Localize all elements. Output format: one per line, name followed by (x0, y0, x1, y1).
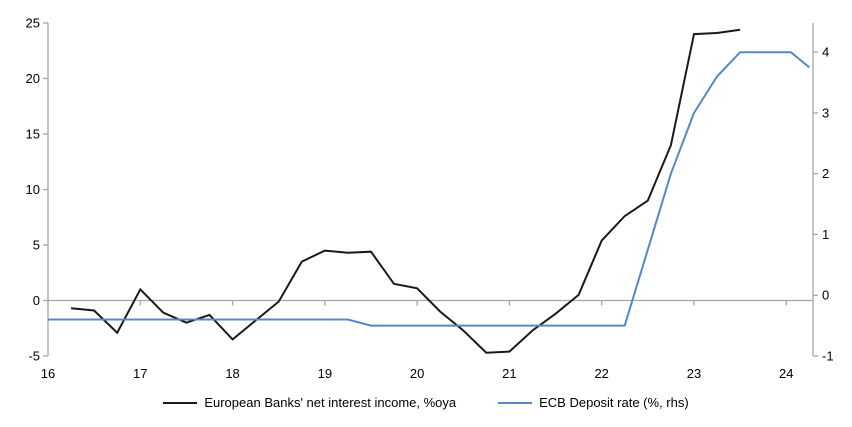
left-tick-label: 10 (26, 182, 40, 197)
right-tick-label: 4 (822, 45, 829, 60)
nii-line-swatch (163, 401, 198, 404)
x-tick-label: 17 (133, 366, 147, 381)
x-tick-label: 24 (779, 366, 793, 381)
x-tick-label: 18 (225, 366, 239, 381)
right-axis: 4 3 2 1 0 -1 (812, 23, 834, 364)
left-tick-label: 0 (33, 293, 40, 308)
chart-legend: European Banks' net interest income, %oy… (0, 395, 852, 410)
left-axis: 25 20 15 10 5 0 -5 (26, 16, 49, 364)
left-tick-label: -5 (28, 349, 40, 364)
x-axis: 16 17 18 19 20 21 22 23 24 (41, 299, 813, 381)
x-tick-label: 21 (502, 366, 516, 381)
right-tick-label: 2 (822, 166, 829, 181)
left-tick-label: 5 (33, 238, 40, 253)
x-tick-label: 23 (687, 366, 701, 381)
ecb-line-swatch (498, 401, 533, 404)
right-tick-label: 0 (822, 288, 829, 303)
nii-legend-label: European Banks' net interest income, %oy… (204, 395, 457, 410)
left-tick-label: 25 (26, 16, 40, 31)
ecb-series-line (48, 51, 810, 327)
legend-item-ecb: ECB Deposit rate (%, rhs) (498, 395, 689, 410)
x-tick-label: 19 (318, 366, 332, 381)
ecb-legend-label: ECB Deposit rate (%, rhs) (539, 395, 689, 410)
x-tick-label: 20 (410, 366, 424, 381)
right-tick-label: -1 (822, 349, 834, 364)
nii-series-line (71, 28, 741, 354)
left-tick-label: 20 (26, 71, 40, 86)
right-tick-label: 1 (822, 227, 829, 242)
x-tick-label: 16 (41, 366, 55, 381)
x-tick-label: 22 (594, 366, 608, 381)
left-tick-label: 15 (26, 127, 40, 142)
right-tick-label: 3 (822, 105, 829, 120)
legend-item-nii: European Banks' net interest income, %oy… (163, 395, 456, 410)
